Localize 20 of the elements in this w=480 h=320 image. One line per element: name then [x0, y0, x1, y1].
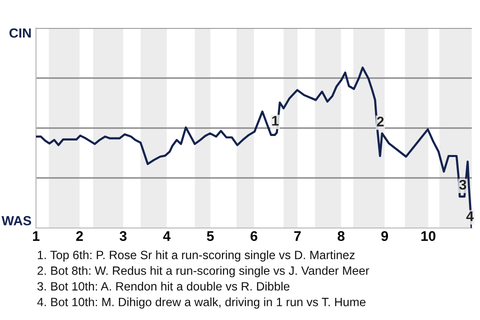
x-tick-label: 7 — [294, 231, 301, 241]
x-tick-label: 4 — [163, 231, 171, 241]
x-tick-label: 8 — [338, 231, 345, 241]
x-tick-label: 6 — [250, 231, 258, 241]
text: WAS — [2, 216, 32, 226]
annotation: 4 — [466, 211, 474, 221]
x-tick-label: 1 — [33, 231, 40, 241]
x-tick-label: 5 — [206, 231, 214, 241]
annotation: 3 — [459, 180, 466, 190]
text: 2. Bot 8th: W. Redus hit a run-scoring single vs J. Vander Meer — [38, 266, 370, 278]
x-tick-label: 9 — [381, 231, 388, 241]
text: 1. Top 6th: P. Rose Sr hit a run-scoring single vs D. Martinez — [38, 250, 355, 262]
x-tick-label: 2 — [76, 231, 83, 241]
text: 3. Bot 10th: A. Rendon hit a double vs R. Dibble — [37, 282, 290, 291]
x-tick-label: 3 — [120, 231, 127, 241]
text: 4. Bot 10th: M. Dihigo drew a walk, driving in 1 run vs T. Hume — [37, 297, 366, 309]
annotation: 2 — [376, 116, 384, 126]
x-tick-label: 10 — [421, 231, 436, 241]
text: CIN — [9, 28, 31, 38]
annotation: 1 — [272, 116, 279, 126]
